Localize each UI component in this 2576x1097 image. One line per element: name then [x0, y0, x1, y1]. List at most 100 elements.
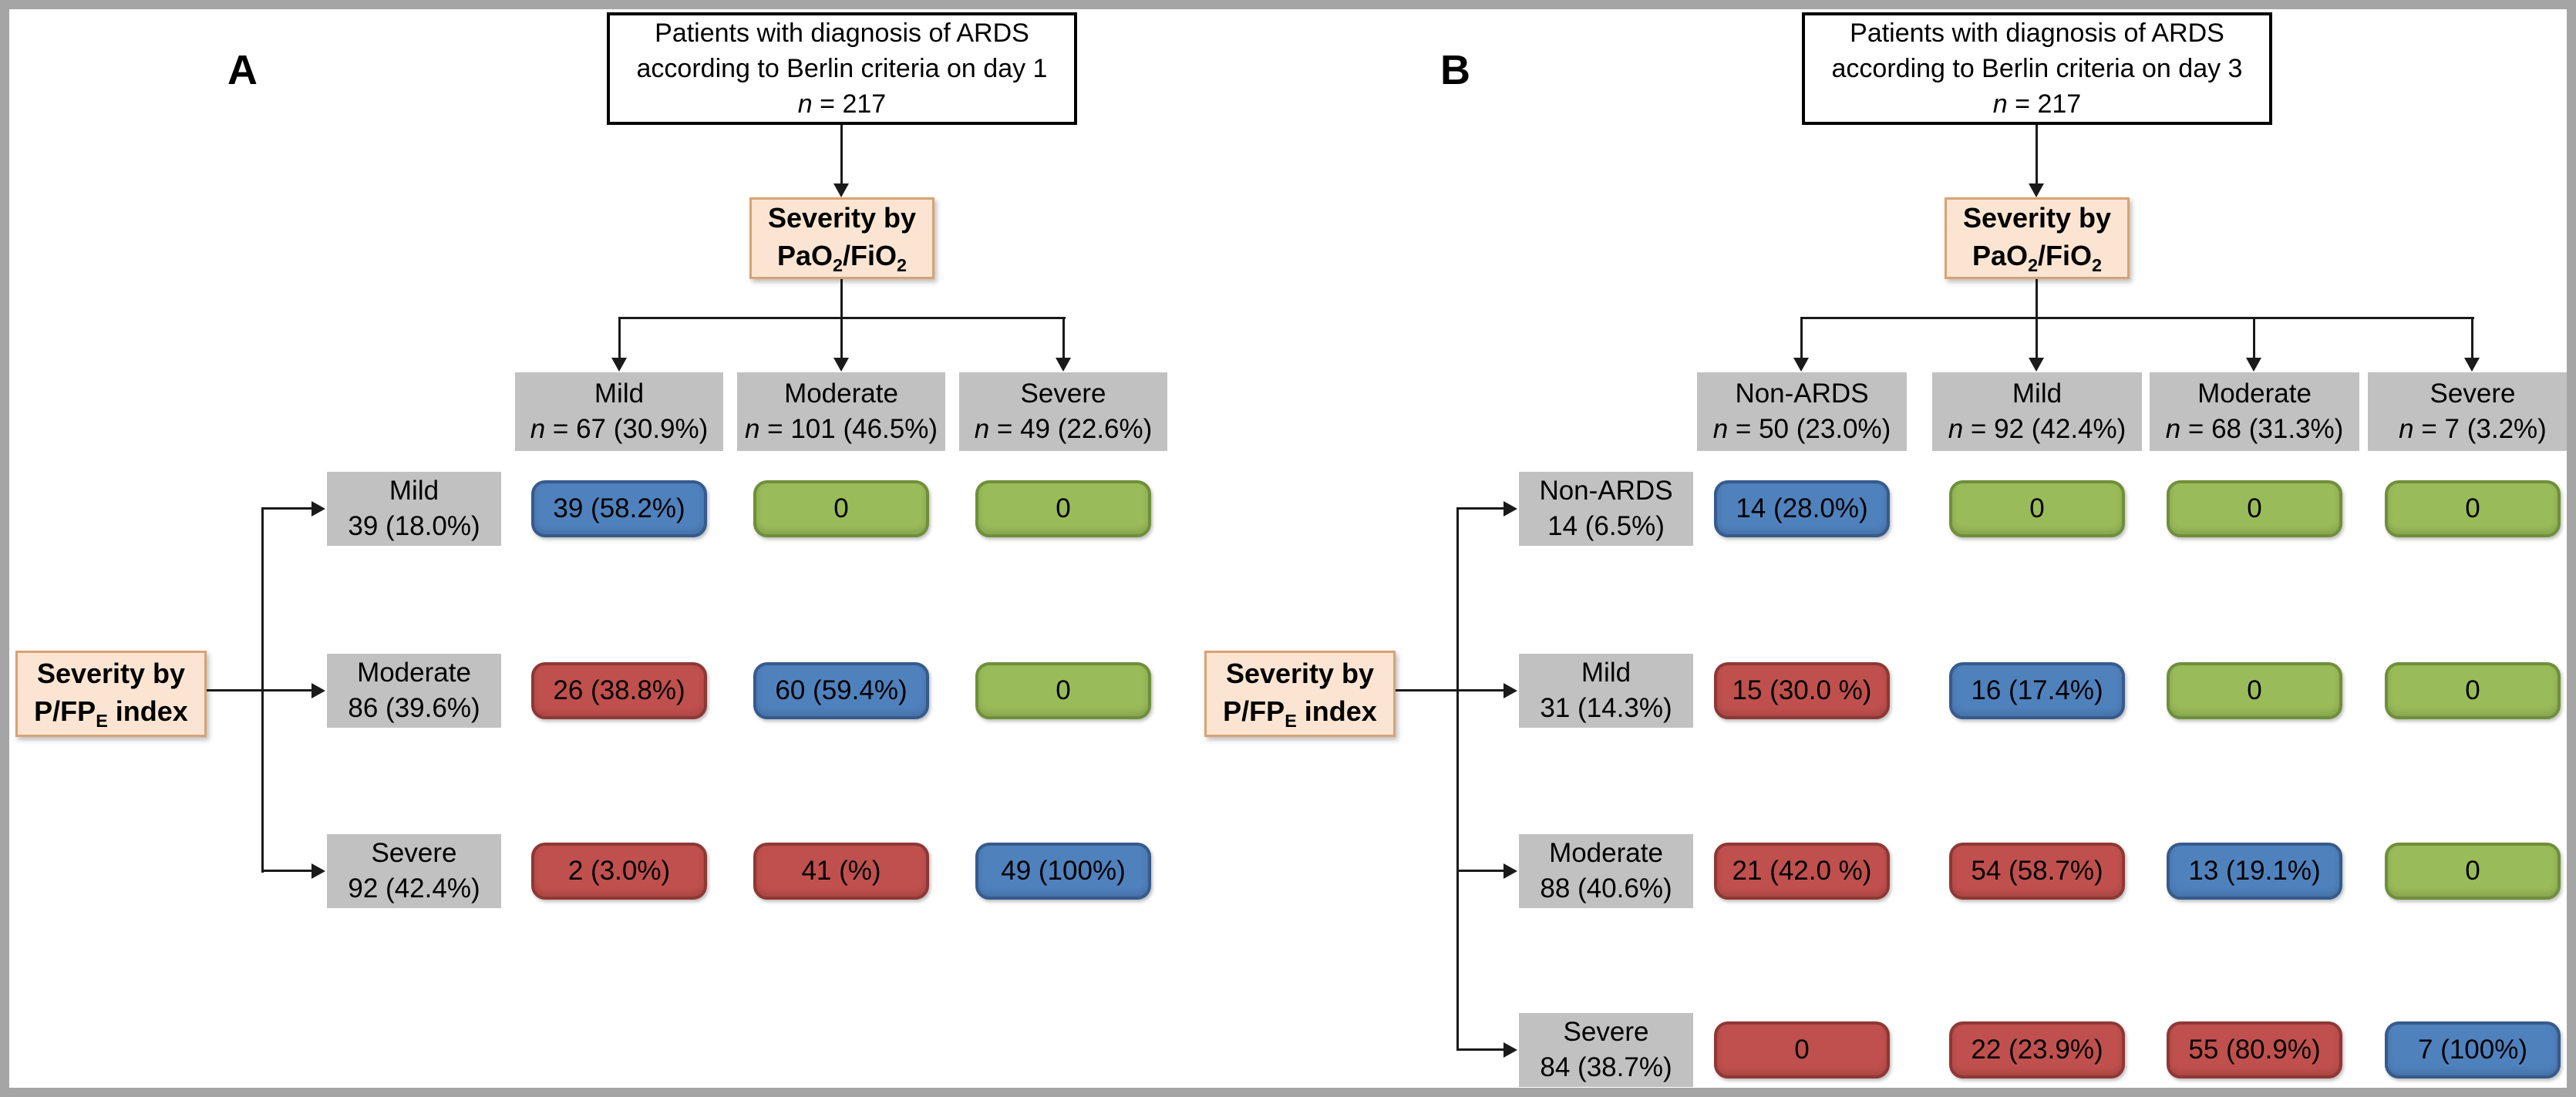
arrowhead-down-icon: [833, 358, 849, 372]
connector-line: [1456, 507, 1459, 1051]
panel-b-label: B: [1440, 47, 1470, 93]
cell-b-r1-c2: 0: [2167, 662, 2342, 719]
cell-b-r0-c3: 0: [2385, 480, 2561, 537]
panel-b-row-label-nonards: Non-ARDS 14 (6.5%): [1519, 472, 1693, 546]
connector-line: [2471, 317, 2473, 358]
n-symbol: n: [1712, 414, 1729, 444]
n-value: = 217: [2007, 89, 2082, 119]
formula-pre: P/FP: [34, 695, 96, 727]
formula-sub: 2: [833, 254, 844, 275]
severity-line1: Severity by: [767, 201, 917, 234]
n-symbol: n: [1948, 414, 1964, 444]
formula-sub: E: [96, 710, 108, 731]
formula-sub: 2: [2092, 254, 2103, 275]
cell-b-r3-c2: 55 (80.9%): [2167, 1021, 2342, 1078]
n-value: = 68 (31.3%): [2180, 414, 2344, 444]
n-symbol: n: [797, 89, 813, 119]
cell-b-r3-c1: 22 (23.9%): [1949, 1021, 2125, 1078]
severity-formula: PaO2/FiO2: [777, 237, 907, 278]
cell-b-r0-c1: 0: [1949, 480, 2125, 537]
col-header-label: Non-ARDS: [1735, 379, 1869, 409]
row-count: 39 (18.0%): [348, 511, 480, 541]
connector-line: [1800, 317, 1803, 358]
arrowhead-down-icon: [2246, 358, 2261, 372]
arrowhead-down-icon: [833, 183, 849, 197]
arrowhead-down-icon: [611, 358, 627, 372]
connector-line: [1458, 507, 1504, 510]
connector-line: [207, 689, 313, 692]
col-header-label: Moderate: [2197, 379, 2312, 409]
formula-sub: 2: [2028, 254, 2039, 275]
panel-a-row-label-severe: Severe 92 (42.4%): [327, 834, 501, 908]
n-value: = 217: [812, 89, 887, 119]
arrowhead-down-icon: [1793, 358, 1809, 372]
connector-line: [261, 507, 264, 873]
formula-pre: P/FP: [1223, 695, 1285, 727]
arrowhead-down-icon: [2029, 358, 2044, 372]
row-label: Moderate: [1549, 838, 1663, 868]
n-value: = 101 (46.5%): [759, 414, 938, 444]
panel-b-col-header-nonards: Non-ARDS n = 50 (23.0%): [1697, 372, 1907, 451]
cell-a-r1-c2: 0: [975, 662, 1151, 719]
cell-a-r1-c0: 26 (38.8%): [531, 662, 707, 719]
cell-b-r0-c0: 14 (28.0%): [1714, 480, 1890, 537]
severity-formula: P/FPE index: [1223, 692, 1377, 734]
severity-line1: Severity by: [1225, 657, 1375, 689]
row-label: Moderate: [357, 658, 471, 688]
top-box-line1: Patients with diagnosis of ARDS: [655, 19, 1029, 48]
cell-a-r0-c0: 39 (58.2%): [531, 480, 707, 537]
panel-a-col-header-moderate: Moderate n = 101 (46.5%): [737, 372, 945, 451]
arrowhead-right-icon: [311, 863, 325, 879]
top-box-n: n = 217: [798, 86, 886, 122]
cell-b-r2-c1: 54 (58.7%): [1949, 843, 2125, 900]
row-count: 88 (40.6%): [1540, 873, 1672, 904]
connector-line: [840, 125, 843, 185]
cell-b-r0-c2: 0: [2167, 480, 2342, 537]
n-symbol: n: [2165, 414, 2181, 444]
top-box-n: n = 217: [1993, 86, 2081, 122]
n-symbol: n: [1992, 89, 2008, 119]
cell-a-r2-c2: 49 (100%): [975, 843, 1151, 900]
connector-line: [1801, 317, 2474, 319]
col-header-n: n = 50 (23.0%): [1713, 412, 1891, 447]
formula-sub: E: [1285, 710, 1297, 731]
panel-b-row-label-mild: Mild 31 (14.3%): [1519, 654, 1693, 728]
connector-line: [263, 870, 313, 872]
n-value: = 67 (30.9%): [545, 414, 709, 444]
arrowhead-right-icon: [1504, 863, 1517, 879]
connector-line: [2253, 317, 2255, 358]
top-box-line2: according to Berlin criteria on day 1: [636, 54, 1048, 83]
row-count: 84 (38.7%): [1540, 1052, 1672, 1082]
col-header-label: Mild: [2012, 379, 2062, 409]
panel-a-col-header-mild: Mild n = 67 (30.9%): [515, 372, 723, 451]
arrowhead-right-icon: [311, 501, 325, 517]
panel-a-severity-pfpe-box: Severity by P/FPE index: [15, 651, 207, 737]
arrowhead-down-icon: [2029, 183, 2044, 197]
cell-b-r3-c0: 0: [1714, 1021, 1890, 1078]
n-symbol: n: [530, 414, 546, 444]
formula-post: index: [107, 695, 188, 727]
col-header-n: n = 7 (3.2%): [2399, 412, 2547, 447]
col-header-n: n = 67 (30.9%): [530, 412, 709, 447]
row-label: Non-ARDS: [1539, 476, 1673, 506]
cell-b-r1-c3: 0: [2385, 662, 2561, 719]
col-header-n: n = 68 (31.3%): [2166, 412, 2344, 447]
panel-b-col-header-mild: Mild n = 92 (42.4%): [1932, 372, 2142, 451]
severity-formula: P/FPE index: [34, 692, 188, 734]
cell-a-r0-c1: 0: [753, 480, 929, 537]
connector-line: [1458, 1048, 1504, 1051]
panel-a-top-box: Patients with diagnosis of ARDS accordin…: [607, 12, 1077, 125]
cell-b-r2-c0: 21 (42.0 %): [1714, 843, 1890, 900]
n-value: = 50 (23.0%): [1728, 414, 1891, 444]
severity-formula: PaO2/FiO2: [1972, 237, 2102, 278]
panel-b-row-label-severe: Severe 84 (38.7%): [1519, 1013, 1693, 1087]
col-header-label: Severe: [1020, 379, 1106, 409]
severity-line1: Severity by: [1962, 201, 2112, 234]
row-label: Severe: [371, 838, 457, 868]
n-symbol: n: [974, 414, 990, 444]
panel-b-top-box: Patients with diagnosis of ARDS accordin…: [1802, 12, 2272, 125]
connector-line: [1062, 317, 1065, 358]
formula-pre: PaO: [1972, 239, 2028, 271]
n-value: = 92 (42.4%): [1963, 414, 2126, 444]
